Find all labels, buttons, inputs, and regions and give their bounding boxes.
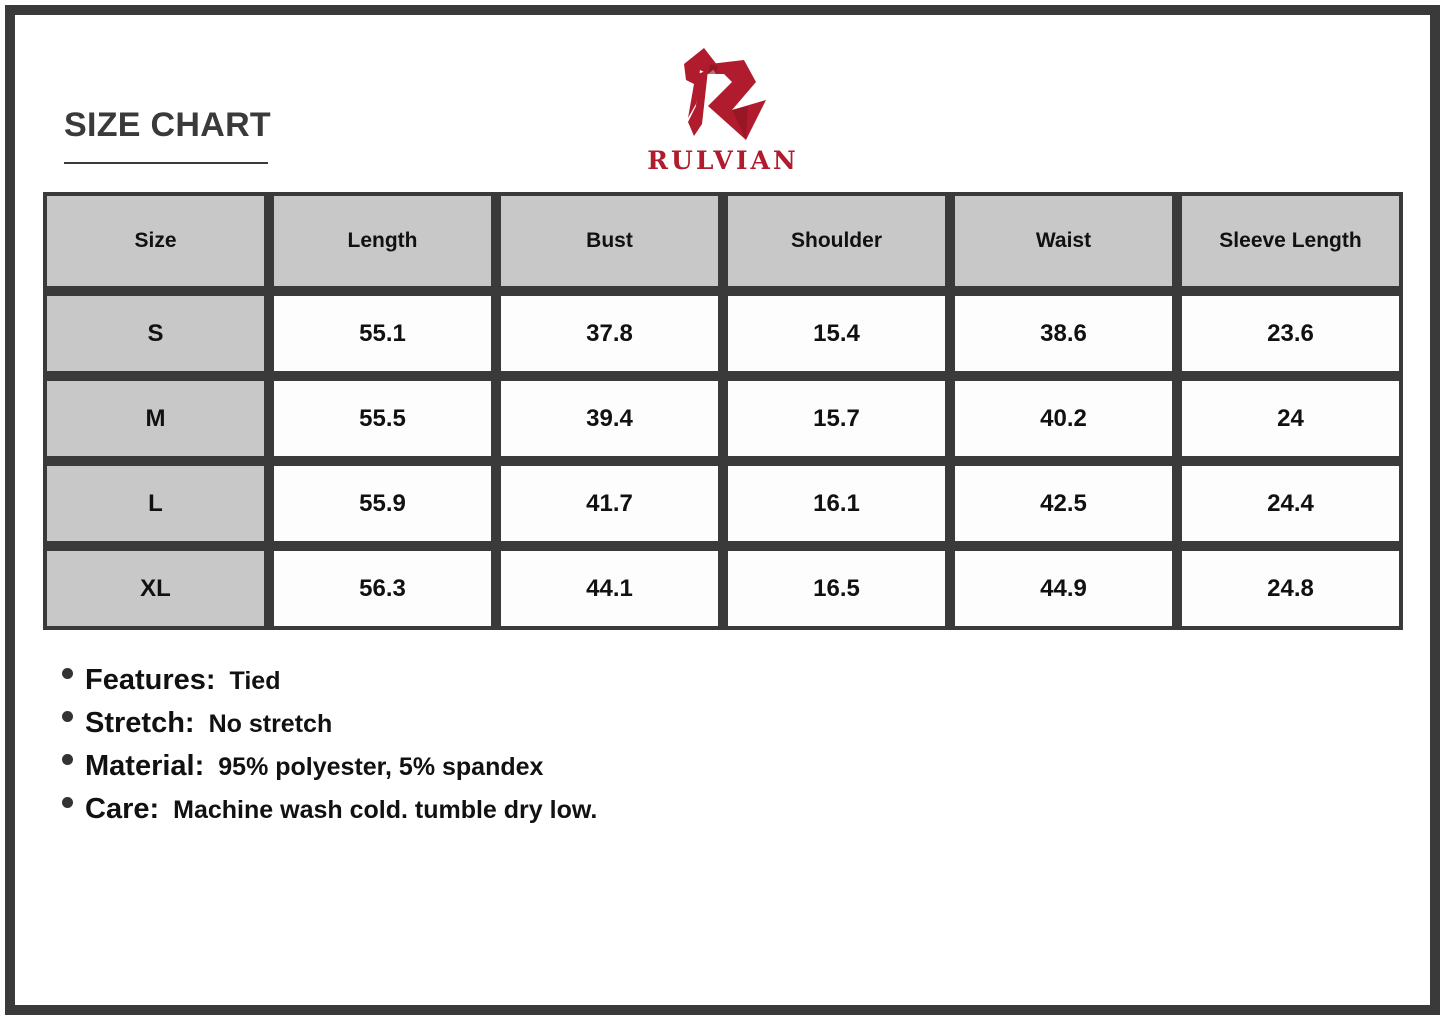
bullet-icon <box>62 668 73 679</box>
note-value: 95% polyester, 5% spandex <box>218 753 544 781</box>
table-cell: 15.4 <box>728 296 945 371</box>
brand-name: RULVIAN <box>647 146 799 175</box>
table-cell: 40.2 <box>955 381 1172 456</box>
brand-logo: RULVIAN <box>636 44 810 178</box>
table-cell: 56.3 <box>274 551 491 626</box>
column-header: Bust <box>501 196 718 286</box>
r-monogram-icon <box>684 48 766 140</box>
page-title: SIZE CHART <box>64 106 271 144</box>
table-cell: 55.9 <box>274 466 491 541</box>
product-notes: Features: Tied Stretch: No stretch Material:… <box>62 664 597 836</box>
table-cell: 55.1 <box>274 296 491 371</box>
size-label-cell: XL <box>47 551 264 626</box>
note-label: Features: <box>85 664 216 696</box>
bullet-icon <box>62 711 73 722</box>
note-value: Machine wash cold. tumble dry low. <box>173 796 598 824</box>
column-header: Length <box>274 196 491 286</box>
size-label-cell: S <box>47 296 264 371</box>
note-item: Material: 95% polyester, 5% spandex <box>62 750 597 793</box>
table-cell: 37.8 <box>501 296 718 371</box>
note-item: Features: Tied <box>62 664 597 707</box>
table-cell: 16.5 <box>728 551 945 626</box>
note-item: Stretch: No stretch <box>62 707 597 750</box>
table-cell: 15.7 <box>728 381 945 456</box>
table-cell: 24 <box>1182 381 1399 456</box>
bullet-icon <box>62 754 73 765</box>
note-label: Stretch: <box>85 707 195 739</box>
table-cell: 39.4 <box>501 381 718 456</box>
column-header: Shoulder <box>728 196 945 286</box>
bullet-icon <box>62 797 73 808</box>
table-cell: 23.6 <box>1182 296 1399 371</box>
column-header: Size <box>47 196 264 286</box>
size-label-cell: L <box>47 466 264 541</box>
note-value: Tied <box>229 667 281 695</box>
size-label-cell: M <box>47 381 264 456</box>
table-cell: 24.4 <box>1182 466 1399 541</box>
note-value: No stretch <box>208 710 333 738</box>
title-underline <box>64 162 268 164</box>
column-header: Sleeve Length <box>1182 196 1399 286</box>
table-cell: 41.7 <box>501 466 718 541</box>
table-cell: 16.1 <box>728 466 945 541</box>
size-table: Size Length Bust Shoulder Waist Sleeve Length… <box>43 192 1403 630</box>
note-label: Material: <box>85 750 205 782</box>
table-cell: 42.5 <box>955 466 1172 541</box>
table-cell: 24.8 <box>1182 551 1399 626</box>
note-label: Care: <box>85 793 160 825</box>
table-cell: 38.6 <box>955 296 1172 371</box>
table-cell: 44.1 <box>501 551 718 626</box>
column-header: Waist <box>955 196 1172 286</box>
note-item: Care: Machine wash cold. tumble dry low. <box>62 793 597 836</box>
table-cell: 44.9 <box>955 551 1172 626</box>
table-cell: 55.5 <box>274 381 491 456</box>
